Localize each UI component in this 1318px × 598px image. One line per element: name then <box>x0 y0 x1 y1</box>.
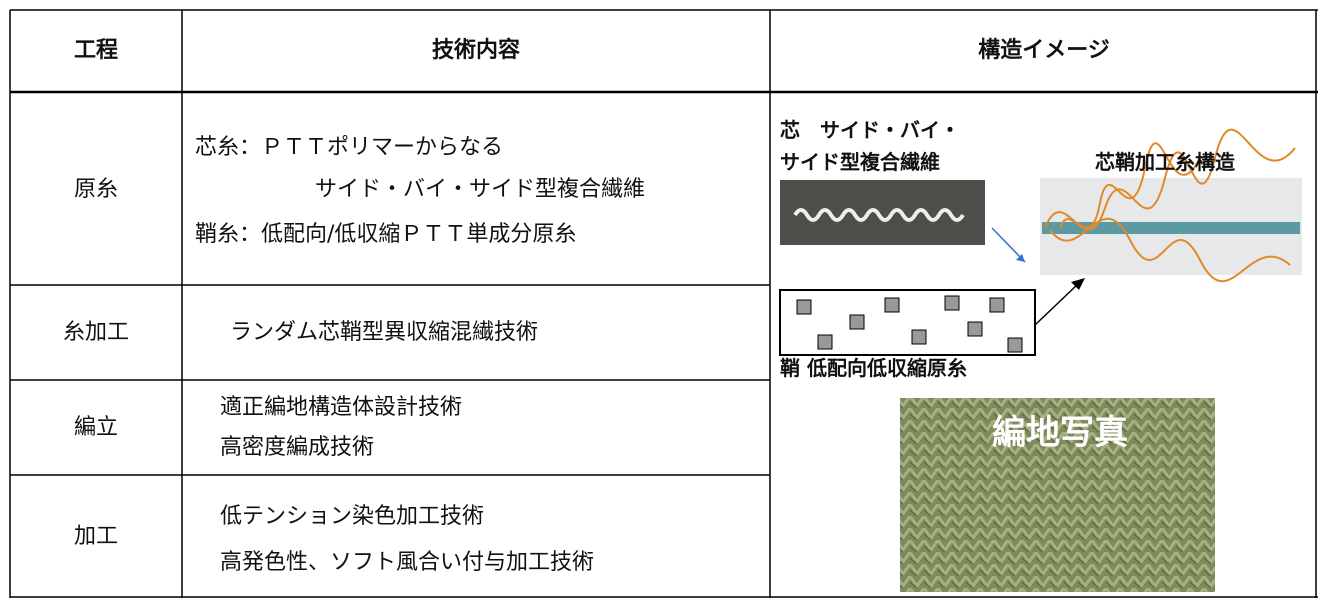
content-line: サイド・バイ・サイド型複合繊維 <box>315 177 646 202</box>
content-line: 低テンション染色加工技術 <box>220 504 485 529</box>
content-line: 鞘糸：低配向/低収縮ＰＴＴ単成分原糸 <box>195 222 577 247</box>
image-label: サイド型複合繊維 <box>780 150 940 174</box>
image-label: 編地写真 <box>992 413 1128 453</box>
header-cell: 工程 <box>73 38 119 63</box>
image-label: 鞘 低配向低収縮原糸 <box>780 356 967 380</box>
content-line: ランダム芯鞘型異収縮混繊技術 <box>230 320 539 345</box>
process-cell: 編立 <box>73 415 119 440</box>
content-line: 適正編地構造体設計技術 <box>220 395 463 420</box>
content-line: 芯糸：ＰＴＴポリマーからなる <box>195 135 504 160</box>
content-line: 高発色性、ソフト風合い付与加工技術 <box>220 550 595 575</box>
image-label: 芯 サイド・バイ・ <box>780 118 960 142</box>
image-label: 芯鞘加工糸構造 <box>1095 150 1235 174</box>
process-cell: 糸加工 <box>62 320 130 345</box>
process-cell: 原糸 <box>73 177 119 202</box>
header-cell: 技術内容 <box>431 38 521 63</box>
content-line: 高密度編成技術 <box>220 435 375 460</box>
process-cell: 加工 <box>73 524 119 549</box>
header-cell: 構造イメージ <box>978 38 1110 63</box>
